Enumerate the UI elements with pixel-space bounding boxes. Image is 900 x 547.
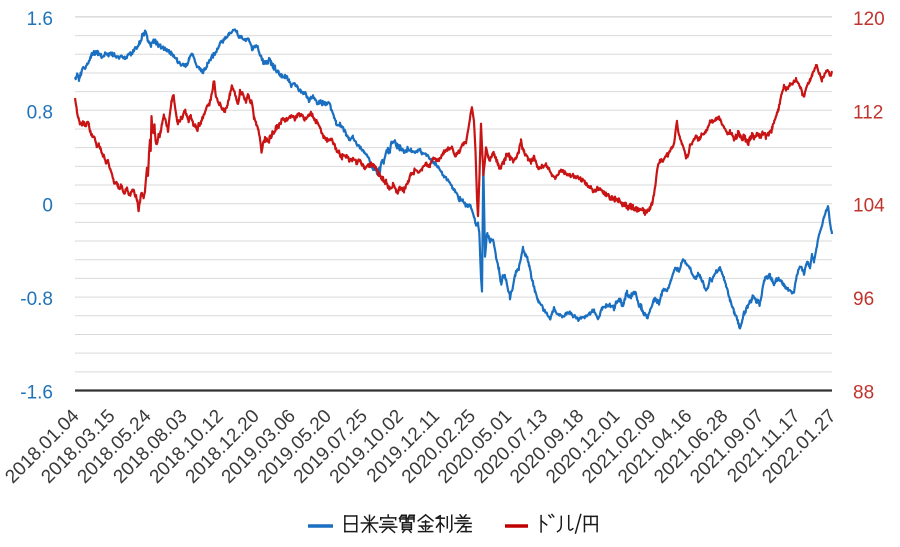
svg-text:1.6: 1.6 <box>27 9 53 30</box>
svg-text:104: 104 <box>853 196 885 217</box>
svg-text:0: 0 <box>42 196 53 217</box>
svg-text:0.8: 0.8 <box>27 102 53 123</box>
svg-text:112: 112 <box>853 102 883 123</box>
svg-text:88: 88 <box>853 383 874 404</box>
svg-text:-0.8: -0.8 <box>20 289 53 310</box>
svg-text:-1.6: -1.6 <box>20 383 53 404</box>
svg-text:96: 96 <box>853 289 874 310</box>
svg-text:120: 120 <box>853 9 885 30</box>
